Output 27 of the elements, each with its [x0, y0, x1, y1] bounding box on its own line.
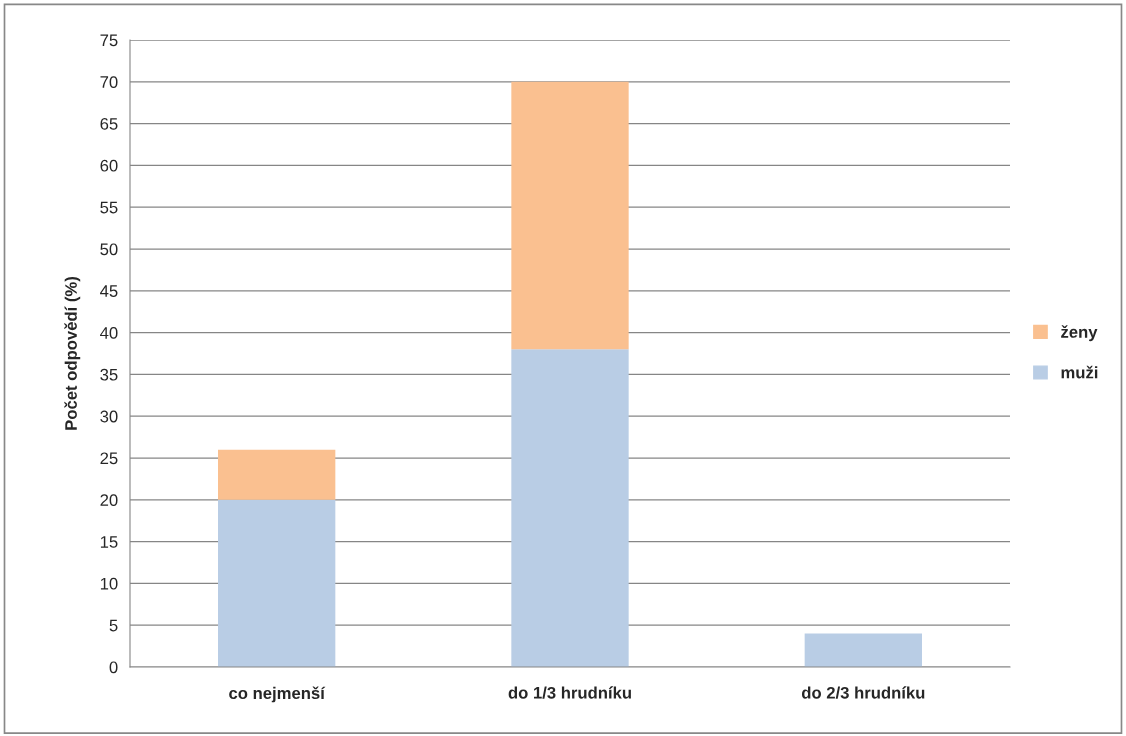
legend-label: ženy [1061, 325, 1098, 342]
y-tick-label: 0 [109, 661, 118, 674]
y-tick-label: 20 [100, 494, 118, 506]
x-tick-label: co nejmenší [229, 686, 326, 703]
y-tick-label: 35 [100, 368, 118, 381]
y-tick-label: 65 [100, 118, 118, 130]
y-tick-label: 60 [100, 159, 118, 172]
y-tick-label: 40 [100, 327, 118, 339]
x-tick-label: do 2/3 hrudníku [801, 686, 925, 699]
legend-label: muži [1061, 365, 1098, 379]
bar [804, 633, 922, 667]
y-tick-label: 15 [100, 536, 118, 548]
x-tick-label: do 1/3 hrudníku [508, 686, 631, 699]
y-axis-title: Počet odpovědí (%) [64, 277, 81, 430]
bar [511, 349, 629, 667]
y-tick-label: 10 [100, 577, 118, 590]
bar [218, 499, 336, 667]
y-tick-label: 30 [100, 410, 118, 423]
y-tick-label: 5 [109, 619, 118, 632]
y-tick-label: 50 [100, 243, 118, 256]
y-tick-label: 25 [100, 452, 118, 465]
bar [218, 449, 336, 500]
bar [511, 81, 629, 350]
y-tick-label: 45 [100, 285, 118, 297]
y-tick-label: 75 [100, 34, 118, 47]
y-tick-label: 55 [100, 201, 118, 214]
y-tick-label: 70 [100, 76, 118, 88]
